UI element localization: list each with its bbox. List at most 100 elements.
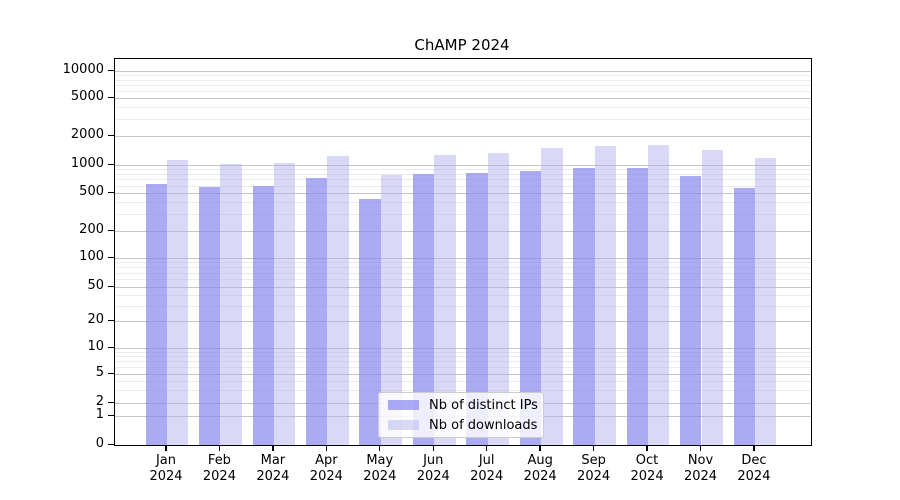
x-tick-label: Dec 2024: [722, 453, 786, 484]
gridline-major: [115, 136, 811, 137]
bar-downloads: [167, 160, 189, 445]
x-tick-mark: [753, 445, 755, 452]
x-tick-month: Dec: [741, 453, 767, 468]
bar-downloads: [434, 155, 456, 445]
x-tick-year: 2024: [416, 468, 450, 484]
y-tick-mark: [108, 319, 114, 321]
gridline-minor: [115, 169, 811, 171]
x-tick-month: Nov: [687, 453, 714, 468]
gridline-major: [115, 258, 811, 259]
x-tick-label: Apr 2024: [294, 453, 358, 484]
x-tick-month: Sep: [581, 453, 606, 468]
y-tick-mark: [108, 414, 114, 416]
x-tick-label: Oct 2024: [615, 453, 679, 484]
gridline-minor: [115, 305, 811, 307]
y-tick-label: 2: [95, 394, 104, 409]
x-tick-year: 2024: [523, 468, 557, 484]
x-tick-year: 2024: [202, 468, 236, 484]
x-tick-label: May 2024: [348, 453, 412, 484]
bar-downloads: [220, 163, 242, 445]
x-tick-mark: [218, 445, 221, 452]
bar-downloads: [594, 146, 616, 445]
x-tick-mark: [539, 445, 541, 452]
x-tick-mark: [592, 445, 595, 452]
gridline-minor: [115, 272, 811, 274]
y-tick-label: 2000: [70, 127, 104, 142]
y-tick-label: 1: [95, 407, 104, 422]
y-tick-label: 10000: [62, 62, 104, 77]
x-tick-mark: [325, 445, 328, 452]
gridline-major: [115, 165, 811, 166]
gridline-minor: [115, 295, 811, 297]
legend-swatch-downloads-icon: [388, 420, 419, 430]
x-tick-year: 2024: [149, 468, 183, 484]
gridline-major: [115, 321, 811, 322]
x-tick-month: Aug: [527, 453, 553, 468]
bar-distinct-ips: [252, 186, 274, 445]
gridline-minor: [115, 381, 811, 383]
x-tick-label: Aug 2024: [508, 453, 572, 484]
x-tick-label: Jul 2024: [455, 453, 519, 484]
y-tick-label: 100: [79, 249, 104, 264]
y-tick-mark: [108, 191, 114, 193]
gridline-minor: [115, 367, 811, 369]
y-tick-label: 5: [95, 365, 104, 380]
gridline-major: [115, 71, 811, 72]
legend: Nb of distinct IPs Nb of downloads: [378, 392, 544, 438]
gridline-major: [115, 287, 811, 288]
x-tick-month: Feb: [207, 453, 231, 468]
bar-downloads: [701, 150, 723, 445]
bar-distinct-ips: [573, 168, 595, 445]
gridline-minor: [115, 351, 811, 353]
bar-distinct-ips: [412, 174, 435, 445]
bar-downloads: [648, 145, 670, 445]
y-tick-mark: [108, 134, 114, 136]
gridline-minor: [115, 119, 811, 121]
y-tick-mark: [108, 69, 114, 71]
x-tick-month: May: [366, 453, 394, 468]
bar-downloads: [273, 163, 296, 445]
y-tick-mark: [108, 372, 114, 374]
legend-label-downloads: Nb of downloads: [429, 417, 538, 433]
gridline-minor: [115, 84, 811, 86]
x-tick-mark: [646, 445, 648, 452]
x-tick-month: Apr: [315, 453, 338, 468]
bar-distinct-ips: [680, 175, 702, 445]
x-tick-year: 2024: [256, 468, 290, 484]
y-tick-mark: [108, 163, 114, 165]
bar-distinct-ips: [466, 172, 488, 445]
y-tick-mark: [108, 346, 114, 348]
y-tick-mark: [108, 401, 114, 403]
y-tick-label: 0: [95, 436, 104, 451]
x-tick-year: 2024: [737, 468, 771, 484]
bar-downloads: [754, 157, 777, 445]
y-tick-mark: [108, 96, 114, 98]
chart-title: ChAMP 2024: [414, 36, 510, 54]
gridline-minor: [115, 356, 811, 358]
x-tick-month: Jan: [155, 453, 177, 468]
y-tick-label: 10: [87, 339, 104, 354]
bar-distinct-ips: [359, 198, 381, 445]
y-tick-mark: [108, 285, 114, 287]
gridline-major: [115, 231, 811, 232]
bar-distinct-ips: [626, 167, 649, 445]
x-tick-month: Jun: [423, 453, 444, 468]
bar-distinct-ips: [519, 170, 542, 445]
y-tick-label: 200: [79, 222, 104, 237]
x-tick-mark: [432, 445, 434, 452]
y-tick-mark: [108, 256, 114, 258]
plot-area: Nb of distinct IPs Nb of downloads: [114, 58, 812, 446]
legend-row-downloads: Nb of downloads: [385, 416, 537, 434]
x-tick-year: 2024: [470, 468, 504, 484]
gridline-minor: [115, 262, 811, 264]
gridline-major: [115, 193, 811, 194]
x-tick-label: Jan 2024: [134, 453, 198, 484]
gridline-major: [115, 98, 811, 99]
gridline-minor: [115, 79, 811, 81]
y-tick-label: 20: [87, 312, 104, 327]
x-tick-label: Sep 2024: [562, 453, 626, 484]
gridline-minor: [115, 279, 811, 281]
gridline-minor: [115, 214, 811, 216]
legend-swatch-distinct-ips-icon: [388, 400, 419, 410]
